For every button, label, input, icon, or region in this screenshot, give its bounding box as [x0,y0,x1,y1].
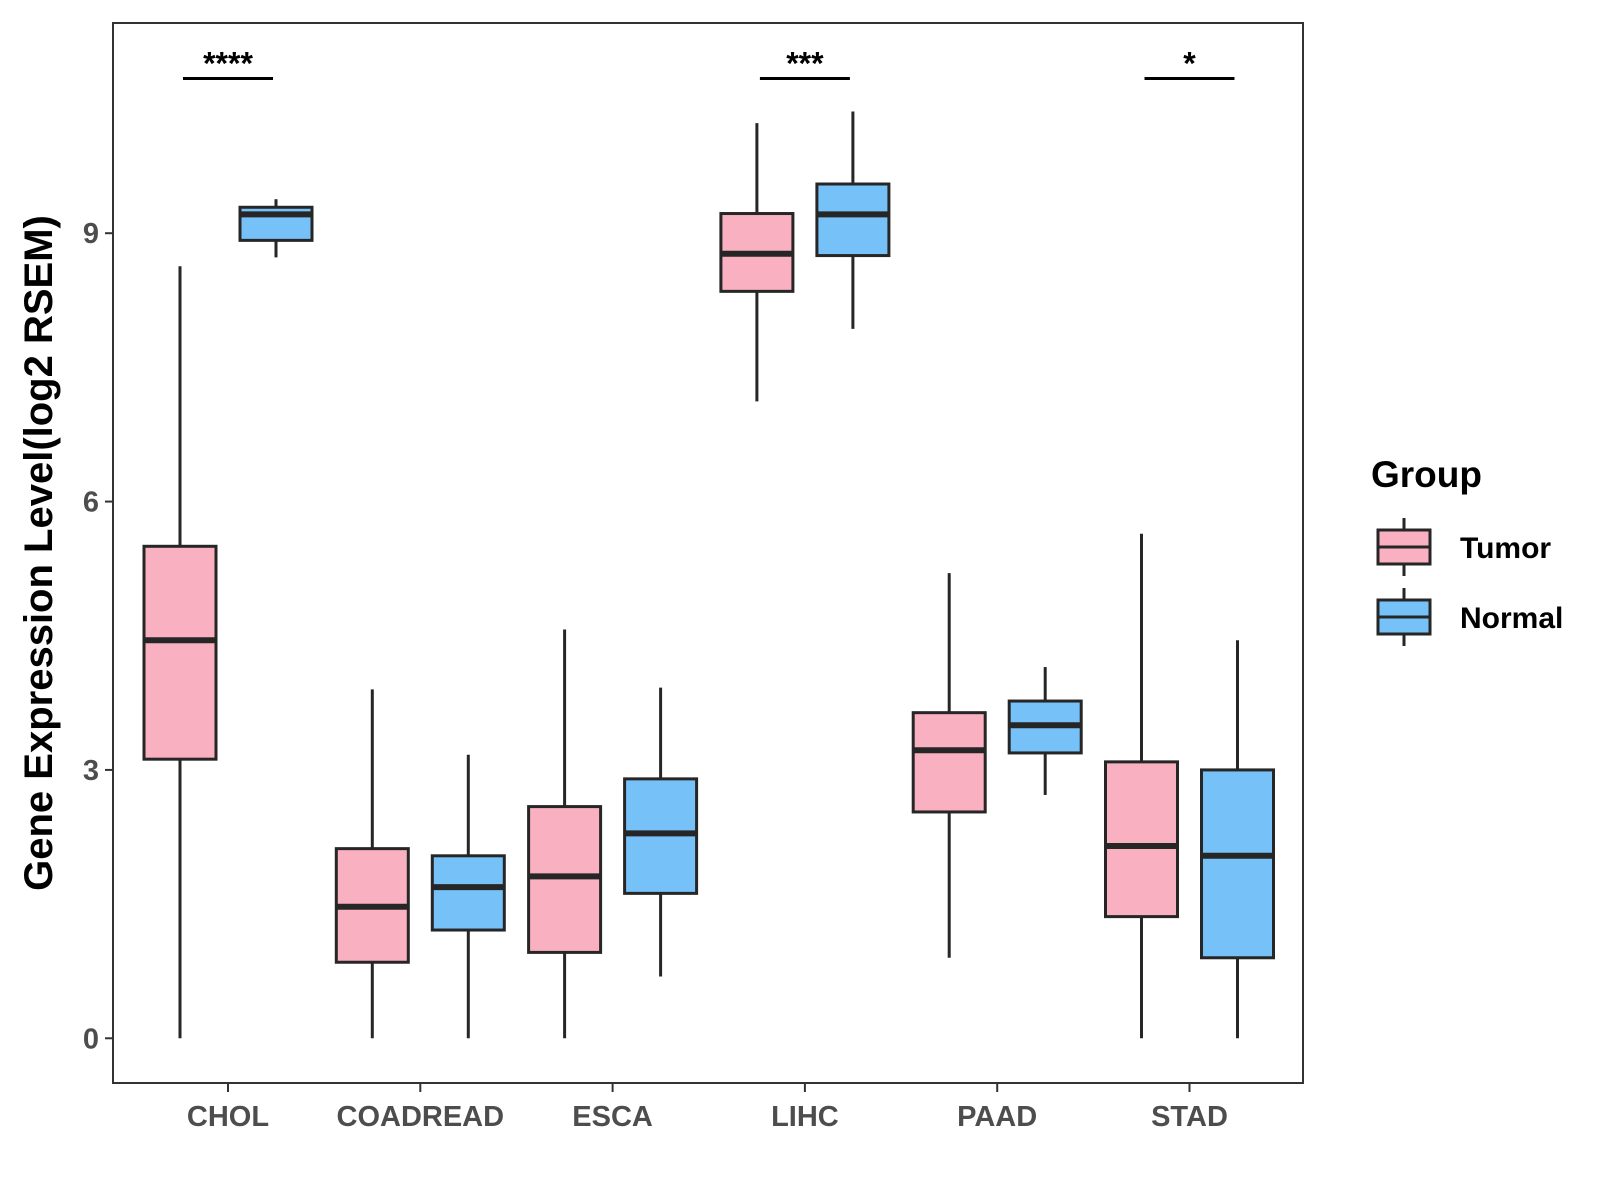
box-tumor-lihc [719,123,795,402]
box-iqr [815,182,891,258]
box-tumor-paad [911,573,987,958]
box-tumor-stad [1104,533,1179,1039]
box-normal-lihc [815,111,891,329]
significance-label: **** [203,45,253,81]
y-tick-label: 0 [83,1023,99,1055]
box-normal-chol [238,199,314,258]
plot-panel [112,22,1304,1084]
axes: 0 3 6 9 CHOL COADREAD ESCA LIHC PAAD STAD [83,218,1228,1133]
y-tick-label: 6 [83,487,99,519]
significance-label: *** [786,45,824,81]
x-tick-label: PAAD [957,1101,1037,1133]
box-tumor-esca [527,629,603,1039]
box-iqr [1104,760,1179,919]
box-iqr [911,711,987,814]
box-tumor-coadread [334,689,410,1039]
y-tick-label: 3 [83,755,99,787]
significance-label: * [1183,45,1196,81]
box-normal-esca [623,687,699,977]
box-iqr [430,854,506,932]
legend-label: Normal [1460,602,1563,635]
x-tick-label: CHOL [187,1101,269,1133]
x-tick-label: COADREAD [337,1101,505,1133]
box-tumor-chol [142,266,218,1039]
legend: Group Tumor Normal [1371,454,1563,646]
legend-label: Tumor [1460,532,1551,565]
legend-item-tumor: Tumor [1376,518,1551,576]
box-normal-stad [1200,640,1275,1039]
box-iqr [527,805,603,954]
y-axis-title: Gene Expression Level(log2 RSEM) [17,215,61,891]
x-tick-label: ESCA [572,1101,653,1133]
legend-item-normal: Normal [1376,588,1563,646]
x-tick-label: LIHC [771,1101,839,1133]
x-tick-label: STAD [1151,1101,1228,1133]
y-tick-label: 9 [83,218,99,250]
box-normal-coadread [430,754,506,1039]
plot-marks: **** *** * [142,45,1275,1039]
box-iqr [1200,768,1275,960]
box-normal-paad [1007,667,1083,795]
box-iqr [142,544,218,761]
legend-title: Group [1371,454,1482,495]
